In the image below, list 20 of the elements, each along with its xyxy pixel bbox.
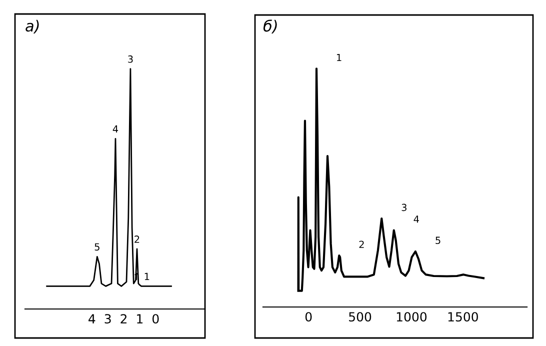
x-tick-label: 4 xyxy=(88,314,96,324)
x-tick-label: 0 xyxy=(305,312,312,322)
x-tick-label: 0 xyxy=(152,314,159,324)
x-tick-label: 500 xyxy=(349,312,372,322)
annotation: 2 xyxy=(134,236,140,243)
annotation: 5 xyxy=(94,243,100,251)
annotation: 4 xyxy=(112,125,118,133)
annotation: 5 xyxy=(436,236,440,244)
x-tick-label: 1 xyxy=(137,314,143,324)
annotation: 3 xyxy=(402,204,406,212)
annotation: 2 xyxy=(359,240,364,248)
x-tick-label: 3 xyxy=(104,314,111,324)
annotation: 1 xyxy=(337,54,342,62)
chart-title: б) xyxy=(263,20,277,34)
x-tick-label: 1000 xyxy=(396,312,427,322)
x-tick-label: 1500 xyxy=(448,312,478,322)
annotation: 3 xyxy=(128,55,133,63)
chart-title: a) xyxy=(26,20,39,34)
x-tick-label: 2 xyxy=(120,314,126,324)
annotation: 4 xyxy=(414,216,419,223)
